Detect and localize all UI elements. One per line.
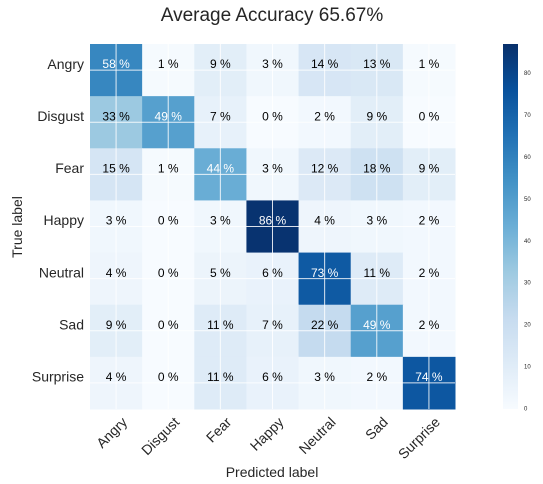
cell-value-label: 11 %	[364, 266, 391, 280]
cell-value-label: 7 %	[210, 109, 231, 123]
cell-value-label: 73 %	[311, 266, 339, 280]
cell-value-label: 2 %	[366, 370, 387, 384]
cell-value-label: 1 %	[158, 57, 179, 71]
colorbar-tick-label: 10	[524, 365, 531, 371]
cell-value-label: 2 %	[419, 214, 440, 228]
y-tick-labels: Angry Disgust Fear Happy Neutral Sad Surprise	[32, 56, 84, 385]
cell-value-label: 4 %	[314, 214, 335, 228]
x-tick-label: Angry	[93, 414, 130, 451]
cell-value-label: 33 %	[102, 109, 130, 123]
cell-value-label: 15 %	[102, 162, 130, 176]
colorbar-tick-label: 30	[524, 281, 531, 287]
y-tick-label: Surprise	[32, 369, 84, 385]
cell-value-label: 22 %	[311, 318, 339, 332]
cell-value-label: 3 %	[106, 214, 127, 228]
cell-value-label: 0 %	[158, 214, 179, 228]
cell-value-label: 7 %	[262, 318, 283, 332]
cell-value-label: 4 %	[106, 370, 127, 384]
cell-value-label: 49 %	[155, 109, 183, 123]
x-axis-label: Predicted label	[226, 464, 319, 480]
y-tick-label: Angry	[47, 56, 84, 72]
cell-value-label: 9 %	[419, 162, 440, 176]
cell-value-label: 1 %	[419, 57, 440, 71]
cell-value-label: 11 %	[207, 318, 234, 332]
x-tick-label: Surprise	[395, 414, 443, 462]
y-axis-label: True label	[9, 196, 25, 258]
colorbar: 0 10 20 30 40 50 60 70 80	[503, 44, 531, 413]
cell-value-label: 0 %	[419, 109, 440, 123]
chart-title: Average Accuracy 65.67%	[161, 5, 384, 26]
cell-value-label: 9 %	[210, 57, 231, 71]
y-tick-label: Fear	[55, 160, 84, 176]
x-tick-label: Disgust	[138, 414, 182, 458]
x-tick-label: Sad	[362, 414, 391, 443]
cell-value-label: 74 %	[415, 370, 443, 384]
cell-value-label: 3 %	[366, 214, 387, 228]
cell-value-label: 1 %	[158, 162, 179, 176]
colorbar-tick-label: 70	[524, 113, 531, 119]
colorbar-gradient	[503, 44, 518, 409]
y-tick-label: Disgust	[37, 108, 84, 124]
cell-value-label: 3 %	[210, 214, 231, 228]
colorbar-tick-label: 60	[524, 155, 531, 161]
colorbar-tick-label: 50	[524, 197, 531, 203]
cell-value-label: 2 %	[419, 318, 440, 332]
cell-value-label: 13 %	[363, 57, 391, 71]
cell-value-label: 3 %	[262, 162, 283, 176]
cell-value-label: 0 %	[158, 370, 179, 384]
x-tick-label: Neutral	[296, 414, 339, 457]
cell-value-label: 11 %	[207, 370, 234, 384]
y-tick-label: Happy	[44, 212, 84, 228]
cell-value-label: 5 %	[210, 266, 231, 280]
cell-value-label: 18 %	[363, 162, 391, 176]
cell-value-label: 6 %	[262, 370, 283, 384]
cell-value-label: 0 %	[158, 318, 179, 332]
x-tick-labels: Angry Disgust Fear Happy Neutral Sad Surprise	[93, 414, 443, 462]
cell-value-label: 2 %	[314, 109, 335, 123]
cell-value-label: 58 %	[102, 57, 130, 71]
cell-value-label: 49 %	[363, 318, 391, 332]
y-tick-label: Sad	[59, 316, 84, 332]
colorbar-tick-label: 20	[524, 323, 531, 329]
colorbar-tick-label: 40	[524, 239, 531, 245]
x-tick-label: Fear	[203, 414, 235, 446]
cell-value-label: 6 %	[262, 266, 283, 280]
cell-value-label: 0 %	[158, 266, 179, 280]
cell-value-label: 14 %	[311, 57, 339, 71]
heatmap-cell-labels: 58 % 1 % 9 % 3 % 14 % 13 % 1 % 33 % 49 % 7 % 0 % 2 …	[102, 57, 443, 384]
cell-value-label: 86 %	[259, 214, 287, 228]
colorbar-tick-label: 0	[524, 407, 528, 413]
x-tick-label: Happy	[247, 414, 287, 454]
colorbar-tick-label: 80	[524, 71, 531, 77]
cell-value-label: 44 %	[207, 162, 235, 176]
heatmap-grid	[90, 44, 455, 409]
y-tick-label: Neutral	[39, 264, 84, 280]
cell-value-label: 0 %	[262, 109, 283, 123]
cell-value-label: 9 %	[106, 318, 127, 332]
cell-value-label: 4 %	[106, 266, 127, 280]
cell-value-label: 3 %	[314, 370, 335, 384]
cell-value-label: 9 %	[366, 109, 387, 123]
cell-value-label: 12 %	[311, 162, 339, 176]
cell-value-label: 3 %	[262, 57, 283, 71]
cell-value-label: 2 %	[419, 266, 440, 280]
